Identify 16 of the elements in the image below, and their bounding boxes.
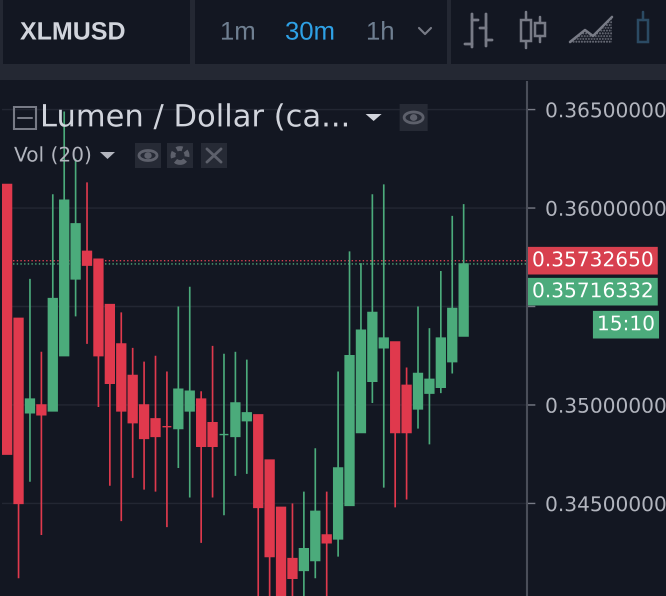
text: 1m: [222, 22, 254, 40]
text: 30m: [286, 22, 334, 40]
candlestick: [322, 490, 332, 596]
candlestick: [36, 350, 47, 536]
candlestick: [24, 278, 36, 483]
y-tick-label: 0.36000000: [546, 200, 666, 216]
text: 15:10: [599, 315, 654, 331]
ref-line-label: 0.35716332: [533, 282, 652, 298]
y-tick-label: 0.34500000: [546, 496, 666, 512]
chart-title: XLMUSD: [20, 22, 125, 40]
y-tick-label: 0.36500000: [546, 102, 666, 118]
candlestick: [162, 370, 172, 528]
y-tick-label: 0.35000000: [546, 398, 666, 413]
text: 1h: [368, 21, 393, 40]
ref-line-label: 0.35732650: [533, 251, 652, 267]
candlestick: [218, 352, 230, 516]
